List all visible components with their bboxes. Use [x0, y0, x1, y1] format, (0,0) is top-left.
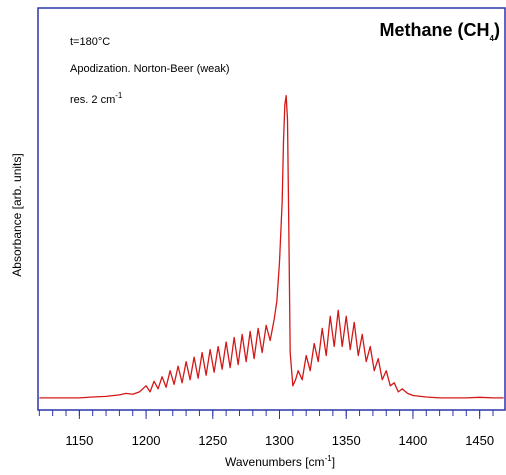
title-subscript: 4 — [490, 34, 495, 43]
x-tick-label: 1350 — [332, 433, 361, 448]
annotation: Apodization. Norton-Beer (weak) — [70, 63, 230, 75]
x-tick-label: 1400 — [398, 433, 427, 448]
title-text: Methane (CH — [380, 20, 490, 40]
plot-frame — [37, 7, 506, 411]
chart-title: Methane (CH4) — [380, 20, 500, 43]
y-axis-label: Absorbance [arb. units] — [10, 153, 24, 276]
x-tick-label: 1300 — [265, 433, 294, 448]
annotation-superscript: -1 — [115, 91, 123, 100]
annotation-text: res. 2 cm — [70, 94, 115, 106]
x-label-text: ] — [332, 455, 335, 469]
spectrum-line — [39, 95, 504, 399]
title-text: ) — [494, 20, 500, 40]
x-tick-label: 1250 — [198, 433, 227, 448]
x-tick-label: 1150 — [65, 433, 93, 448]
x-axis-label: Wavenumbers [cm-1] — [225, 454, 335, 469]
annotation: t=180°C — [70, 36, 110, 48]
annotation: res. 2 cm-1 — [70, 91, 123, 106]
x-label-text: Wavenumbers [cm — [225, 455, 325, 469]
x-tick-label: 1200 — [132, 433, 161, 448]
x-tick-label: 1450 — [465, 433, 494, 448]
x-label-superscript: -1 — [325, 454, 333, 463]
